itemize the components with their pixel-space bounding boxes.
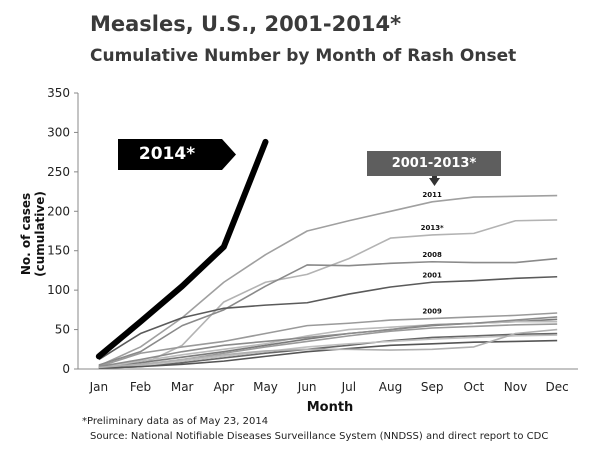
x-tick-label: Jul bbox=[341, 380, 356, 394]
x-tick-label: Dec bbox=[546, 380, 569, 394]
y-tick-label: 200 bbox=[47, 204, 70, 218]
footnote: *Preliminary data as of May 23, 2014 bbox=[82, 416, 269, 427]
y-tick-label: 50 bbox=[55, 323, 70, 337]
x-tick-label: Feb bbox=[130, 380, 151, 394]
callout-2014-label: 2014* bbox=[138, 144, 196, 164]
x-tick-label: May bbox=[253, 380, 278, 394]
y-tick-label: 0 bbox=[62, 362, 70, 376]
series-line-unlabeled bbox=[98, 332, 558, 370]
x-tick-label: Jan bbox=[89, 380, 109, 394]
series-line-2009 bbox=[98, 312, 558, 368]
series-label: 2009 bbox=[422, 308, 442, 316]
series-line-2011 bbox=[98, 194, 558, 367]
series-line-unlabeled bbox=[98, 328, 558, 369]
series-line-2014 bbox=[95, 138, 269, 360]
callout-2001-2013: 2001-2013* bbox=[367, 151, 501, 176]
x-tick-label: Oct bbox=[463, 380, 484, 394]
x-tick-label: Nov bbox=[504, 380, 527, 394]
x-tick-label: Mar bbox=[171, 380, 194, 394]
x-axis-label: Month bbox=[306, 400, 354, 415]
x-tick-label: Aug bbox=[379, 380, 402, 394]
chart-subtitle: Cumulative Number by Month of Rash Onset bbox=[90, 46, 517, 66]
y-tick-label: 100 bbox=[47, 283, 70, 297]
y-axis-label: No. of cases (cumulative) bbox=[19, 191, 47, 277]
series-line-unlabeled bbox=[98, 316, 558, 368]
series-line-unlabeled bbox=[98, 334, 558, 370]
callout-2014-arrow-shape bbox=[118, 139, 236, 170]
y-tick-label: 150 bbox=[47, 244, 70, 258]
series-line-2001 bbox=[98, 275, 558, 361]
x-tick-label: Apr bbox=[213, 380, 234, 394]
series-label: 2001 bbox=[422, 271, 442, 279]
y-tick-label: 250 bbox=[47, 165, 70, 179]
series-line-2008 bbox=[98, 257, 558, 366]
y-tick-label: 300 bbox=[47, 125, 70, 139]
callout-range-arrow-stem bbox=[432, 176, 437, 180]
series-label: 2011 bbox=[422, 191, 442, 199]
x-tick-label: Jun bbox=[297, 380, 317, 394]
callout-range-arrow bbox=[429, 178, 440, 186]
callout-2014: 2014* bbox=[118, 139, 236, 170]
y-tick-label: 350 bbox=[47, 86, 70, 100]
series-label: 2008 bbox=[422, 251, 442, 259]
x-tick-label: Sep bbox=[421, 380, 444, 394]
series-label: 2013* bbox=[421, 224, 444, 232]
chart-title: Measles, U.S., 2001-2014* bbox=[90, 12, 402, 36]
source-note: Source: National Notifiable Diseases Sur… bbox=[90, 431, 549, 442]
